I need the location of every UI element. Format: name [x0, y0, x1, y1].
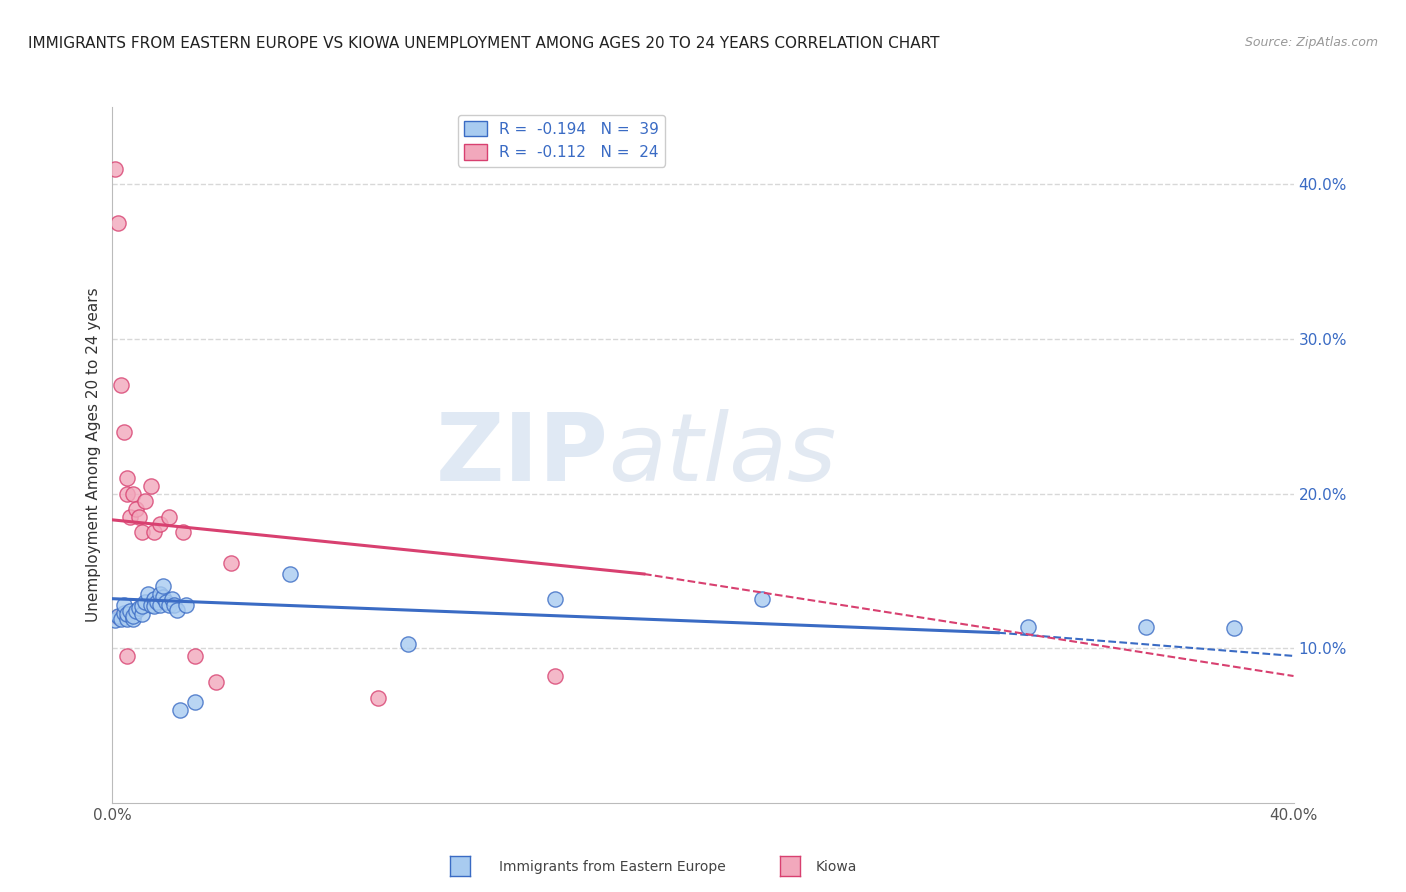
Point — [110, 612, 132, 626]
Point — [122, 486, 145, 500]
Point — [142, 525, 165, 540]
Text: Immigrants from Eastern Europe: Immigrants from Eastern Europe — [499, 860, 725, 874]
Point — [131, 607, 153, 622]
Point — [1017, 619, 1039, 633]
Text: ZIP: ZIP — [436, 409, 609, 501]
Point — [125, 604, 148, 618]
Point — [219, 556, 242, 570]
Point — [128, 509, 150, 524]
Point — [120, 604, 142, 618]
Point — [136, 587, 159, 601]
Point — [112, 425, 135, 439]
Point — [169, 703, 191, 717]
Point — [157, 598, 180, 612]
Point — [122, 612, 145, 626]
Point — [172, 525, 194, 540]
Point — [117, 612, 138, 626]
Point — [131, 599, 153, 614]
Point — [107, 216, 129, 230]
Point — [544, 591, 567, 606]
Point — [117, 486, 138, 500]
Point — [117, 471, 138, 485]
Point — [107, 610, 129, 624]
Point — [751, 591, 773, 606]
Point — [166, 602, 188, 616]
Point — [142, 591, 165, 606]
Legend: R =  -0.194   N =  39, R =  -0.112   N =  24: R = -0.194 N = 39, R = -0.112 N = 24 — [458, 115, 665, 167]
Y-axis label: Unemployment Among Ages 20 to 24 years: Unemployment Among Ages 20 to 24 years — [86, 287, 101, 623]
Point — [117, 648, 138, 663]
Point — [163, 598, 186, 612]
Point — [1223, 621, 1246, 635]
Point — [544, 669, 567, 683]
Point — [107, 608, 129, 623]
Point — [367, 690, 389, 705]
Point — [146, 595, 169, 609]
Point — [125, 502, 148, 516]
Point — [160, 591, 183, 606]
Point — [152, 579, 174, 593]
Point — [134, 595, 156, 609]
Point — [117, 607, 138, 622]
Point — [184, 648, 207, 663]
Point — [149, 517, 172, 532]
Point — [128, 601, 150, 615]
Point — [104, 161, 127, 176]
Point — [149, 587, 172, 601]
Point — [120, 509, 142, 524]
Point — [155, 595, 177, 609]
Point — [157, 509, 180, 524]
Point — [152, 590, 174, 604]
Point — [104, 613, 127, 627]
Point — [184, 695, 207, 709]
Point — [278, 566, 301, 581]
Point — [174, 598, 197, 612]
Point — [1135, 619, 1157, 633]
Point — [142, 599, 165, 614]
Point — [112, 598, 135, 612]
Point — [396, 636, 419, 650]
Point — [112, 606, 135, 620]
Point — [139, 479, 162, 493]
Point — [134, 494, 156, 508]
Point — [149, 598, 172, 612]
Point — [122, 608, 145, 623]
Point — [131, 525, 153, 540]
Text: Source: ZipAtlas.com: Source: ZipAtlas.com — [1244, 36, 1378, 49]
Point — [139, 598, 162, 612]
Point — [110, 378, 132, 392]
Text: atlas: atlas — [609, 409, 837, 500]
Point — [205, 675, 228, 690]
Text: IMMIGRANTS FROM EASTERN EUROPE VS KIOWA UNEMPLOYMENT AMONG AGES 20 TO 24 YEARS C: IMMIGRANTS FROM EASTERN EUROPE VS KIOWA … — [28, 36, 939, 51]
Text: Kiowa: Kiowa — [815, 860, 856, 874]
